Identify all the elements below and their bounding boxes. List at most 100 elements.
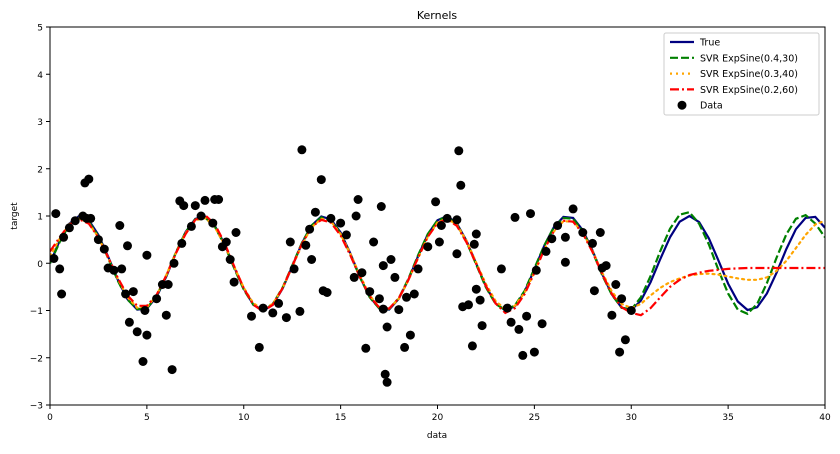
scatter-point (142, 250, 152, 260)
scatter-point (268, 308, 278, 318)
y-axis-label: target (10, 202, 20, 230)
scatter-point (589, 286, 599, 296)
scatter-point (307, 255, 317, 264)
scatter-point (142, 330, 152, 340)
scatter-point (467, 341, 477, 351)
scatter-point (502, 303, 512, 313)
legend-box (663, 32, 820, 116)
scatter-point (469, 239, 479, 249)
series-line-0 (50, 214, 825, 312)
scatter-point (186, 221, 196, 231)
legend-label: SVR ExpSine(0.4,30) (700, 53, 798, 64)
scatter-point (221, 237, 231, 247)
scatter-point (341, 230, 351, 240)
scatter-point (128, 287, 138, 297)
y-tick-label: −3 (30, 402, 43, 412)
scatter-point (547, 234, 557, 244)
scatter-point (617, 294, 627, 304)
scatter-point (161, 310, 171, 320)
scatter-point (376, 202, 386, 211)
scatter-point (231, 228, 241, 237)
legend-label: True (699, 38, 720, 49)
scatter-point (51, 209, 61, 219)
x-tick-label: 30 (626, 413, 638, 423)
scatter-point (378, 304, 388, 314)
scatter-point (295, 306, 305, 316)
scatter-point (369, 237, 379, 247)
scatter-point (409, 289, 419, 299)
y-tick-label: 1 (37, 213, 43, 223)
x-tick-label: 35 (722, 413, 733, 423)
scatter-point (475, 295, 485, 305)
scatter-point (86, 213, 96, 223)
scatter-point (357, 268, 367, 278)
scatter-point (607, 310, 617, 320)
scatter-point (506, 317, 516, 327)
scatter-point (514, 324, 524, 334)
scatter-point (390, 272, 400, 282)
scatter-point (477, 321, 487, 331)
scatter-point (132, 327, 142, 337)
y-tick-label: 5 (37, 24, 43, 34)
scatter-point (84, 174, 94, 184)
scatter-point (361, 343, 371, 353)
scatter-point (336, 218, 346, 228)
scatter-point (400, 342, 410, 352)
scatter-point (526, 209, 535, 219)
scatter-point (169, 258, 179, 268)
scatter-point (310, 207, 320, 217)
scatter-point (560, 257, 570, 267)
series-line-2 (50, 216, 825, 311)
scatter-point (452, 249, 462, 259)
scatter-point (568, 204, 578, 214)
x-tick-label: 0 (47, 413, 53, 423)
scatter-point (115, 221, 125, 230)
scatter-point (109, 265, 119, 275)
scatter-point (93, 235, 103, 245)
scatter-point (595, 228, 605, 237)
scatter-point (258, 303, 268, 313)
scatter-point (200, 195, 210, 205)
x-tick-label: 25 (529, 413, 540, 423)
scatter-point (434, 237, 444, 247)
scatter-point (55, 264, 65, 274)
scatter-point (405, 330, 415, 340)
scatter-point (124, 317, 134, 327)
chart-title: Kernels (417, 9, 458, 22)
x-tick-label: 10 (238, 413, 250, 423)
y-tick-label: −1 (30, 307, 43, 317)
scatter-point (588, 238, 597, 248)
scatter-point (578, 228, 588, 237)
legend-label: Data (700, 101, 723, 112)
scatter-point (553, 221, 563, 230)
scatter-point (382, 377, 392, 387)
scatter-point (531, 265, 541, 275)
legend-swatch (677, 100, 687, 110)
scatter-point (121, 289, 131, 299)
scatter-point (431, 197, 441, 207)
scatter-point (510, 212, 520, 222)
scatter-point (301, 240, 311, 250)
scatter-point (289, 264, 299, 274)
scatter-point (537, 319, 547, 329)
scatter-point (305, 224, 315, 234)
scatter-point (442, 213, 452, 223)
scatter-point (386, 255, 396, 264)
scatter-point (225, 255, 235, 264)
y-tick-label: −2 (30, 354, 43, 364)
scatter-point (214, 195, 224, 204)
scatter-point (382, 322, 392, 332)
scatter-point (402, 292, 411, 302)
scatter-point (436, 221, 446, 230)
scatter-point (59, 232, 69, 242)
scatter-point (196, 211, 206, 221)
scatter-point (285, 237, 295, 247)
scatter-point (229, 277, 239, 287)
y-tick-label: 0 (37, 260, 43, 270)
scatter-point (247, 311, 256, 321)
scatter-point (351, 211, 361, 221)
x-tick-label: 40 (819, 413, 831, 423)
series-line-3 (50, 213, 825, 317)
